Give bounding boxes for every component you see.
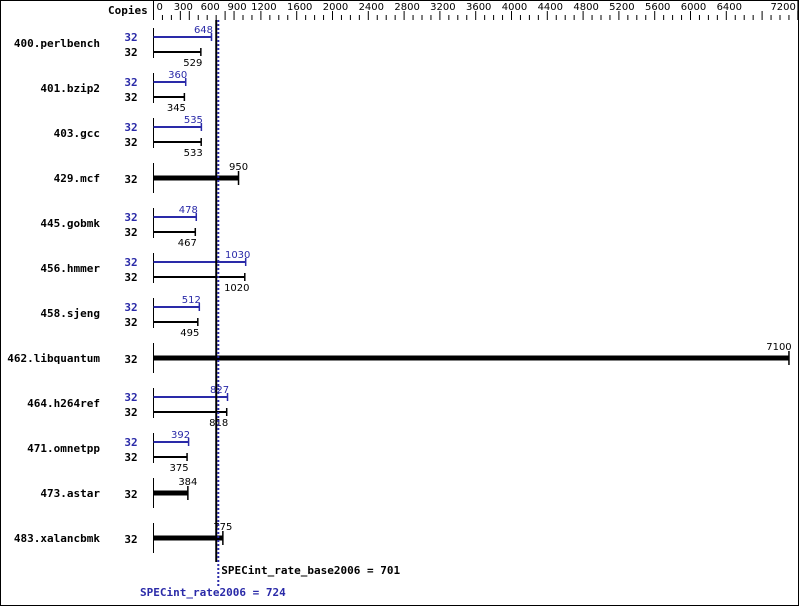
- benchmark-row: 445.gobmk 32 478 32 467: [40, 205, 197, 249]
- base-copies: 32: [124, 488, 137, 501]
- benchmark-row: 400.perlbench 32 648 32 529: [14, 25, 213, 69]
- axis-tick-label: 900: [228, 2, 247, 13]
- axis-tick-label: 6400: [717, 2, 742, 13]
- benchmark-row: 462.libquantum 32 7100: [7, 342, 792, 373]
- base-copies: 32: [124, 316, 137, 329]
- peak-copies: 32: [124, 301, 137, 314]
- axis-tick-label: 3200: [430, 2, 455, 13]
- axis-tick-label: 1200: [251, 2, 276, 13]
- benchmark-label: 401.bzip2: [40, 82, 100, 95]
- benchmark-row: 401.bzip2 32 360 32 345: [40, 70, 187, 114]
- base-copies: 32: [124, 173, 137, 186]
- axis-tick-label: 2400: [359, 2, 384, 13]
- peak-value-label: 1030: [225, 250, 250, 261]
- axis-tick-label: 3600: [466, 2, 491, 13]
- benchmark-row: 464.h264ref 32 827 32 818: [27, 385, 229, 429]
- base-value-label: 533: [184, 148, 203, 159]
- peak-copies: 32: [124, 121, 137, 134]
- peak-value-label: 648: [194, 25, 213, 36]
- benchmark-row: 458.sjeng 32 512 32 495: [40, 295, 200, 339]
- axis-tick-label: 1600: [287, 2, 312, 13]
- peak-value-label: 392: [171, 430, 190, 441]
- benchmark-row: 483.xalancbmk 32 775: [14, 522, 232, 553]
- base-value-label: 1020: [224, 283, 249, 294]
- axis-tick-label: 2800: [394, 2, 419, 13]
- base-value-label: 775: [213, 522, 232, 533]
- benchmark-label: 462.libquantum: [7, 352, 100, 365]
- peak-copies: 32: [124, 391, 137, 404]
- benchmark-row: 471.omnetpp 32 392 32 375: [27, 430, 190, 474]
- benchmark-label: 464.h264ref: [27, 397, 100, 410]
- base-reference-label: SPECint_rate_base2006 = 701: [221, 564, 400, 577]
- axis-tick-label: 5200: [609, 2, 634, 13]
- axis-tick-label: 5600: [645, 2, 670, 13]
- benchmark-label: 471.omnetpp: [27, 442, 100, 455]
- base-value-label: 384: [178, 477, 197, 488]
- base-value-label: 529: [183, 58, 202, 69]
- base-value-label: 950: [229, 162, 248, 173]
- peak-value-label: 360: [168, 70, 187, 81]
- axis-tick-label: 4800: [573, 2, 598, 13]
- peak-copies: 32: [124, 76, 137, 89]
- axis-tick-label: 300: [174, 2, 193, 13]
- peak-value-label: 827: [210, 385, 229, 396]
- base-copies: 32: [124, 226, 137, 239]
- peak-value-label: 535: [184, 115, 203, 126]
- peak-value-label: 512: [182, 295, 201, 306]
- peak-copies: 32: [124, 31, 137, 44]
- peak-value-label: 478: [179, 205, 198, 216]
- axis-tick-label: 4400: [538, 2, 563, 13]
- base-value-label: 467: [178, 238, 197, 249]
- base-copies: 32: [124, 451, 137, 464]
- benchmark-label: 403.gcc: [54, 127, 100, 140]
- benchmark-row: 473.astar 32 384: [40, 477, 197, 508]
- peak-copies: 32: [124, 211, 137, 224]
- axis-tick-label: 4000: [502, 2, 527, 13]
- benchmark-row: 403.gcc 32 535 32 533: [54, 115, 203, 159]
- base-copies: 32: [124, 271, 137, 284]
- benchmark-row: 456.hmmer 32 1030 32 1020: [40, 250, 250, 294]
- peak-copies: 32: [124, 436, 137, 449]
- base-value-label: 375: [170, 463, 189, 474]
- benchmark-label: 456.hmmer: [40, 262, 100, 275]
- benchmark-label: 473.astar: [40, 487, 100, 500]
- base-value-label: 818: [209, 418, 228, 429]
- base-copies: 32: [124, 136, 137, 149]
- benchmark-label: 458.sjeng: [40, 307, 100, 320]
- base-copies: 32: [124, 353, 137, 366]
- benchmark-label: 429.mcf: [54, 172, 100, 185]
- benchmark-label: 483.xalancbmk: [14, 532, 100, 545]
- base-value-label: 495: [180, 328, 199, 339]
- peak-copies: 32: [124, 256, 137, 269]
- base-value-label: 7100: [766, 342, 791, 353]
- axis-tick-label: 7200: [770, 2, 795, 13]
- base-value-label: 345: [167, 103, 186, 114]
- benchmark-label: 400.perlbench: [14, 37, 100, 50]
- benchmark-label: 445.gobmk: [40, 217, 100, 230]
- base-copies: 32: [124, 406, 137, 419]
- axis-tick-label: 600: [201, 2, 220, 13]
- copies-header: Copies: [108, 4, 148, 17]
- axis-tick-label: 2000: [323, 2, 348, 13]
- base-copies: 32: [124, 533, 137, 546]
- benchmark-row: 429.mcf 32 950: [54, 162, 248, 193]
- axis-tick-label: 0: [157, 2, 163, 13]
- base-copies: 32: [124, 46, 137, 59]
- base-copies: 32: [124, 91, 137, 104]
- axis-tick-label: 6000: [681, 2, 706, 13]
- peak-reference-label: SPECint_rate2006 = 724: [140, 586, 286, 599]
